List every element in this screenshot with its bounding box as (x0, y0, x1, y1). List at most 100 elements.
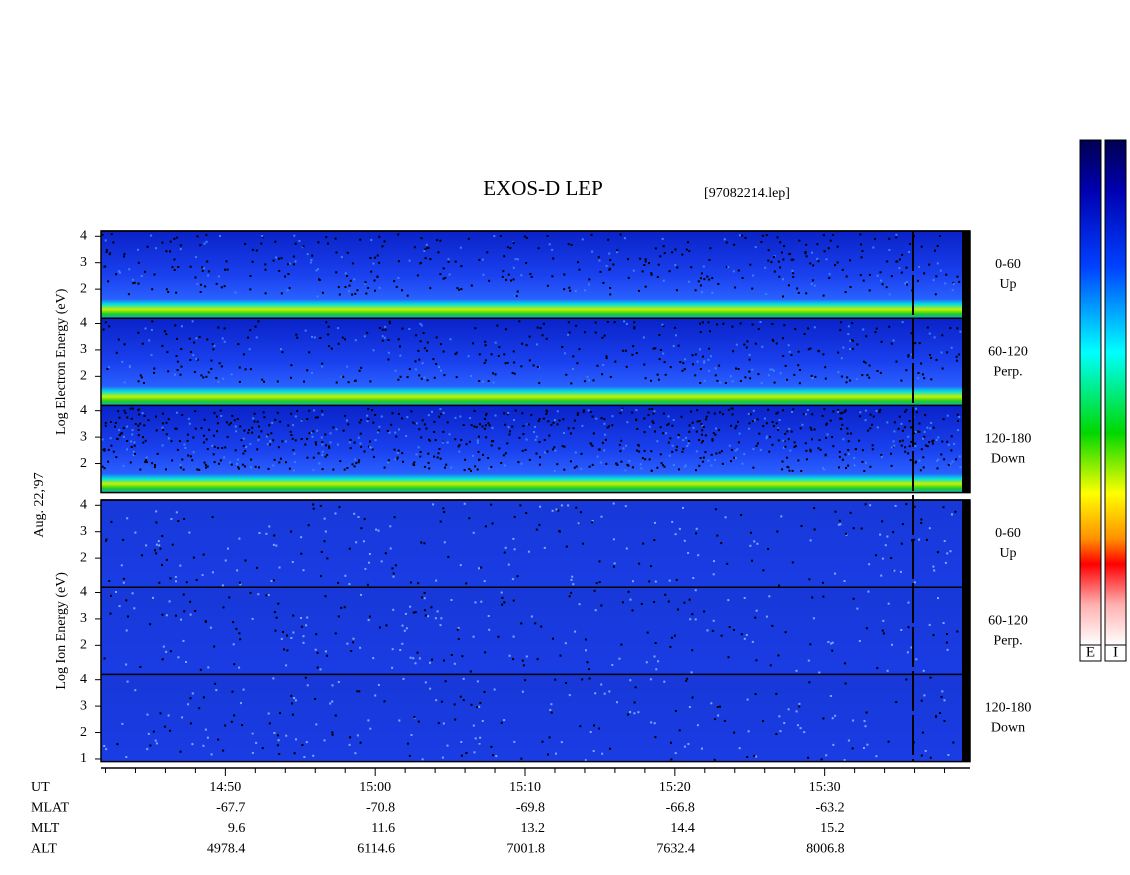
speckle (504, 546, 507, 549)
speckle (926, 326, 929, 329)
speckle (696, 409, 699, 412)
orbit-value: 6114.6 (357, 842, 395, 857)
speckle (613, 565, 615, 568)
speckle (591, 444, 594, 447)
speckle (907, 354, 910, 357)
speckle (321, 413, 324, 416)
speckle (105, 748, 108, 751)
speckle (941, 690, 944, 693)
speckle (672, 419, 675, 421)
speckle (841, 268, 844, 271)
speckle (389, 525, 392, 528)
speckle (290, 694, 293, 697)
speckle (782, 295, 784, 298)
speckle (764, 266, 767, 269)
speckle (418, 374, 421, 377)
speckle (348, 284, 351, 287)
speckle (300, 419, 303, 422)
speckle (648, 408, 651, 411)
speckle (443, 659, 445, 662)
speckle (483, 427, 486, 430)
speckle (232, 643, 235, 646)
speckle (935, 438, 938, 441)
speckle (694, 618, 697, 621)
speckle (389, 547, 392, 550)
speckle (413, 716, 416, 718)
speckle (559, 654, 562, 657)
speckle (158, 581, 161, 584)
orbit-row-label: ALT (31, 842, 57, 857)
speckle (134, 452, 136, 455)
speckle (896, 260, 899, 263)
speckle (129, 461, 132, 464)
speckle (423, 376, 426, 379)
speckle (233, 714, 236, 717)
speckle (346, 275, 348, 277)
speckle (175, 614, 177, 617)
speckle (890, 452, 892, 455)
speckle (619, 450, 622, 453)
speckle (536, 658, 539, 661)
speckle (855, 378, 858, 381)
speckle (251, 248, 254, 251)
speckle (748, 422, 751, 425)
speckle (304, 676, 307, 679)
speckle (399, 354, 402, 357)
speckle (353, 441, 356, 444)
colorbars: E I (1079, 139, 1127, 662)
speckle (679, 361, 682, 363)
speckle (733, 731, 736, 734)
speckle (247, 336, 249, 339)
speckle (563, 468, 566, 471)
speckle (334, 714, 337, 717)
speckle (189, 455, 192, 458)
speckle (503, 255, 506, 258)
panel-frame (100, 230, 971, 494)
speckle (248, 348, 251, 351)
speckle (763, 417, 766, 420)
speckle (683, 539, 686, 542)
colorbar-label-box (1079, 644, 1102, 662)
speckle (521, 659, 524, 662)
speckle (151, 288, 154, 291)
speckle (770, 261, 773, 264)
speckle (279, 457, 282, 460)
speckle (930, 357, 932, 359)
speckle (860, 243, 862, 246)
speckle (343, 468, 346, 471)
speckle (150, 328, 153, 331)
speckle (728, 626, 731, 628)
speckle (719, 381, 722, 384)
speckle (185, 661, 187, 663)
speckle (620, 408, 623, 411)
speckle (374, 256, 377, 259)
speckle (363, 450, 366, 453)
speckle (285, 734, 288, 737)
speckle (925, 538, 928, 541)
speckle (133, 607, 136, 610)
speckle (633, 321, 636, 324)
speckle (141, 412, 144, 415)
speckle (168, 600, 171, 603)
speckle (481, 720, 484, 722)
speckle (601, 336, 604, 339)
speckle (859, 415, 862, 418)
speckle (344, 574, 347, 577)
speckle (145, 461, 148, 464)
speckle (949, 462, 952, 465)
speckle (853, 457, 856, 460)
speckle (171, 543, 174, 546)
speckle (754, 342, 757, 345)
speckle (773, 381, 776, 384)
speckle (929, 676, 932, 679)
speckle (817, 260, 820, 263)
speckle (623, 237, 626, 240)
speckle (810, 251, 813, 254)
speckle (939, 269, 942, 272)
speckle (907, 601, 910, 604)
speckle (134, 689, 137, 692)
speckle (643, 417, 646, 420)
speckle (348, 583, 351, 586)
speckle (603, 449, 606, 452)
y-tick-label: 2 (80, 281, 87, 296)
